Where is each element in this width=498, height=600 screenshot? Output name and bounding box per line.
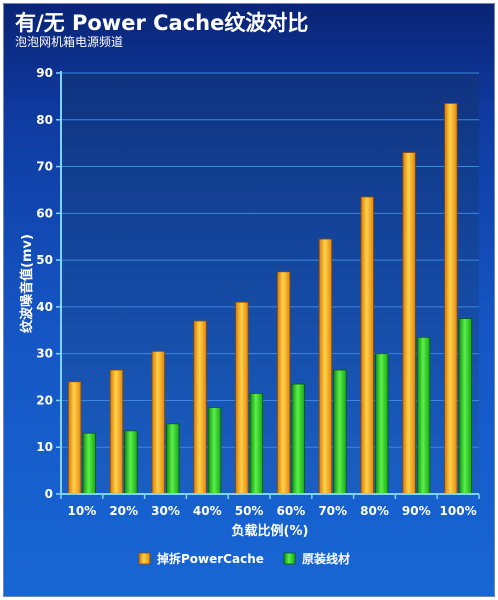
bar-series1 (193, 320, 207, 495)
bar-series2 (375, 353, 389, 495)
x-tick-label: 10% (68, 504, 97, 518)
x-tick-label: 50% (235, 504, 264, 518)
legend: 掉拆PowerCache 原装线材 (138, 551, 350, 566)
bar-series1 (402, 152, 416, 495)
x-tick-label: 70% (318, 504, 347, 518)
y-tick-label: 80 (36, 113, 53, 127)
bar-series2 (82, 432, 96, 495)
bar-series1 (151, 350, 165, 495)
legend-label-series1: 掉拆PowerCache (157, 551, 264, 566)
legend-label-series2: 原装线材 (302, 551, 350, 566)
y-tick-label: 0 (45, 487, 53, 501)
y-tick-label: 70 (36, 160, 53, 174)
bar-series2 (124, 430, 138, 495)
chart-title: 有/无 Power Cache纹波对比 (15, 11, 309, 35)
x-axis-label: 负载比例(%) (232, 523, 309, 539)
y-tick-label: 40 (36, 300, 53, 314)
bar-series2 (458, 318, 473, 495)
y-axis-label: 纹波噪音值(mv) (19, 234, 35, 333)
x-tick-label: 80% (360, 504, 389, 518)
legend-swatch-series2 (283, 552, 296, 565)
bar-series2 (416, 336, 431, 495)
bar-series1 (276, 271, 291, 495)
x-tick-labels: 10% 20% 30% 40% 50% 60% 70% 80% 90% 100% (60, 494, 480, 518)
bar-series2 (166, 423, 180, 495)
bar-chart: 0 10 20 30 40 50 60 70 80 90 10% 20% 30% 40% 50% 60% 70… (19, 66, 480, 566)
bar-series2 (291, 383, 305, 495)
x-tick-label: 100% (440, 504, 477, 518)
chart-subtitle: 泡泡网机箱电源频道 (15, 35, 124, 49)
x-tick-label: 60% (277, 504, 306, 518)
x-tick-label: 20% (109, 504, 138, 518)
chart-panel: 有/无 Power Cache纹波对比 泡泡网机箱电源频道 0 10 20 30 40 5… (3, 3, 495, 597)
plot-area (61, 73, 479, 494)
y-tick-label: 20 (36, 393, 53, 407)
bar-series2 (333, 369, 347, 495)
bars (68, 103, 473, 495)
bar-series1 (68, 381, 82, 495)
bar-series1 (318, 238, 333, 495)
y-tick-labels: 0 10 20 30 40 50 60 70 80 90 (36, 66, 61, 501)
y-tick-label: 30 (36, 347, 53, 361)
x-tick-label: 40% (193, 504, 222, 518)
bar-series1 (360, 196, 374, 495)
x-tick-label: 30% (151, 504, 180, 518)
bar-series1 (235, 301, 249, 495)
bar-series1 (109, 369, 124, 495)
x-tick-label: 90% (402, 504, 431, 518)
bar-series2 (249, 393, 264, 495)
bar-series1 (444, 103, 458, 495)
bar-series2 (207, 407, 222, 495)
y-tick-label: 60 (36, 206, 53, 220)
legend-swatch-series1 (138, 552, 151, 565)
y-tick-label: 50 (36, 253, 53, 267)
y-tick-label: 10 (36, 440, 53, 454)
y-tick-label: 90 (36, 66, 53, 80)
